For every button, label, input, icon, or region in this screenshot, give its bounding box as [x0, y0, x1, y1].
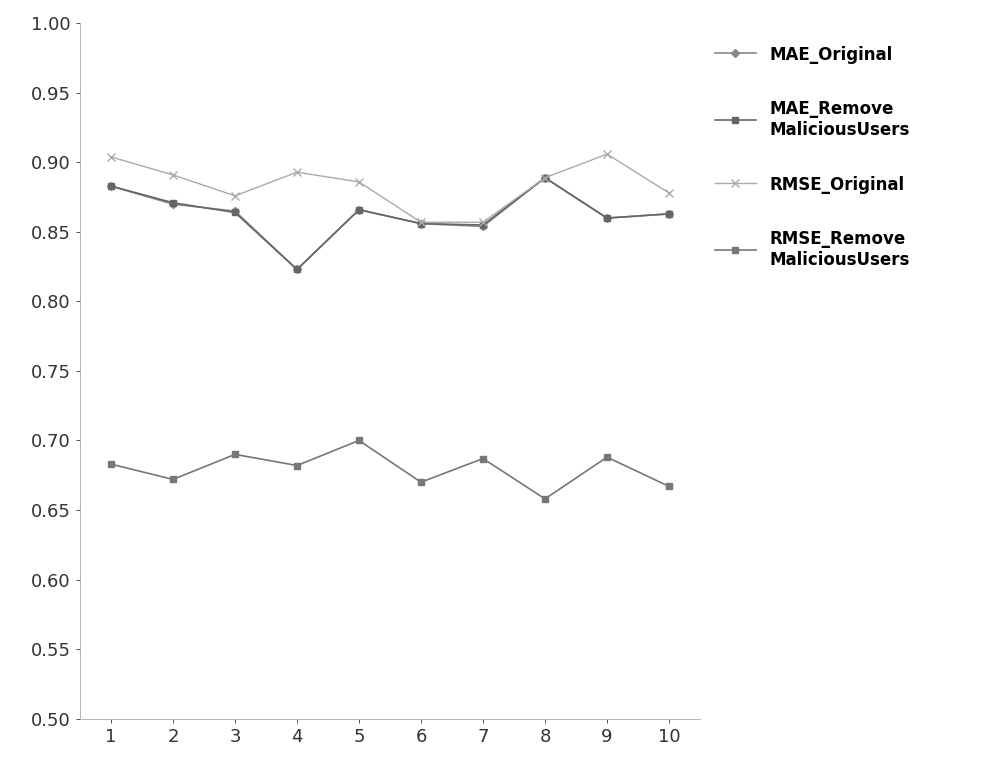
- MAE_Original: [477, 222, 489, 231]
- RMSE_Remove
MaliciousUsers: [477, 454, 489, 463]
- RMSE_Original: [167, 170, 179, 180]
- RMSE_Remove
MaliciousUsers: [601, 452, 613, 462]
- RMSE_Remove
MaliciousUsers: [167, 475, 179, 484]
- MAE_Original: [415, 219, 427, 228]
- MAE_Remove
MaliciousUsers: [415, 219, 427, 228]
- RMSE_Original: [663, 188, 675, 198]
- MAE_Original: [601, 213, 613, 223]
- MAE_Original: [105, 181, 117, 191]
- MAE_Remove
MaliciousUsers: [601, 213, 613, 223]
- RMSE_Remove
MaliciousUsers: [353, 436, 365, 445]
- MAE_Original: [229, 206, 241, 216]
- Line: MAE_Original: MAE_Original: [108, 175, 672, 273]
- MAE_Remove
MaliciousUsers: [167, 198, 179, 208]
- MAE_Remove
MaliciousUsers: [477, 220, 489, 230]
- MAE_Original: [291, 265, 303, 274]
- RMSE_Original: [229, 191, 241, 201]
- RMSE_Original: [539, 173, 551, 183]
- MAE_Remove
MaliciousUsers: [539, 173, 551, 183]
- RMSE_Original: [601, 149, 613, 159]
- RMSE_Original: [353, 177, 365, 187]
- MAE_Remove
MaliciousUsers: [229, 208, 241, 217]
- MAE_Original: [353, 205, 365, 215]
- Line: RMSE_Original: RMSE_Original: [107, 150, 673, 226]
- RMSE_Remove
MaliciousUsers: [539, 494, 551, 504]
- MAE_Original: [663, 209, 675, 219]
- RMSE_Original: [291, 167, 303, 177]
- RMSE_Remove
MaliciousUsers: [229, 450, 241, 459]
- MAE_Remove
MaliciousUsers: [291, 265, 303, 274]
- RMSE_Original: [477, 218, 489, 227]
- Line: RMSE_Remove
MaliciousUsers: RMSE_Remove MaliciousUsers: [108, 437, 672, 502]
- Line: MAE_Remove
MaliciousUsers: MAE_Remove MaliciousUsers: [108, 175, 672, 273]
- RMSE_Remove
MaliciousUsers: [415, 477, 427, 487]
- RMSE_Remove
MaliciousUsers: [105, 459, 117, 469]
- RMSE_Remove
MaliciousUsers: [663, 482, 675, 491]
- MAE_Remove
MaliciousUsers: [353, 205, 365, 215]
- RMSE_Original: [105, 152, 117, 162]
- Legend: MAE_Original, MAE_Remove
MaliciousUsers, RMSE_Original, RMSE_Remove
MaliciousUse: MAE_Original, MAE_Remove MaliciousUsers,…: [715, 45, 910, 269]
- RMSE_Original: [415, 218, 427, 227]
- MAE_Remove
MaliciousUsers: [663, 209, 675, 219]
- MAE_Original: [539, 173, 551, 183]
- MAE_Original: [167, 199, 179, 209]
- MAE_Remove
MaliciousUsers: [105, 181, 117, 191]
- RMSE_Remove
MaliciousUsers: [291, 461, 303, 470]
